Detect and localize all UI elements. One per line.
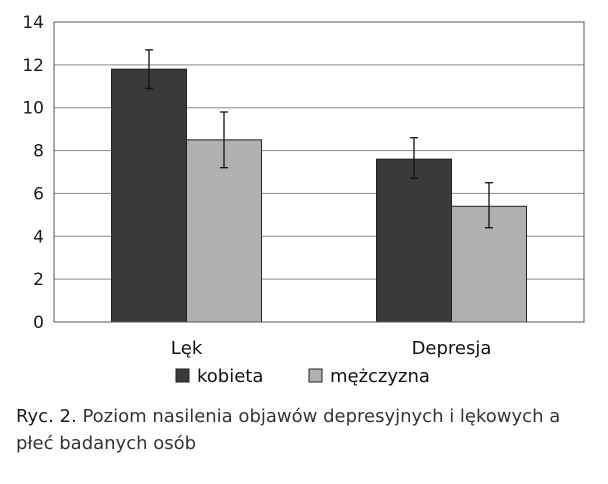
plot-frame <box>53 21 585 323</box>
bar-female <box>111 68 187 323</box>
category-label: Lęk <box>171 338 203 359</box>
y-tick-label: 0 <box>33 313 44 333</box>
legend-swatch <box>175 368 190 383</box>
legend: kobieta mężczyzna <box>175 366 430 387</box>
y-tick-label: 6 <box>33 184 44 204</box>
y-tick-label: 4 <box>33 227 44 247</box>
bars <box>111 68 527 323</box>
caption-text: Poziom nasilenia objawów depresyjnych i … <box>16 406 561 454</box>
caption-prefix: Ryc. 2. <box>16 406 77 427</box>
y-tick-label: 2 <box>33 270 44 290</box>
error-bars <box>145 49 493 229</box>
bar-chart: 0 2 4 6 8 10 12 14 Lęk Depresja kobieta mężczyzna <box>22 13 585 387</box>
figure-caption: Ryc. 2. Poziom nasilenia objawów depresy… <box>16 403 596 457</box>
bar-female <box>376 158 452 323</box>
legend-label: mężczyzna <box>330 366 430 387</box>
y-tick-label: 10 <box>22 99 44 119</box>
y-tick-label: 8 <box>33 142 44 162</box>
y-axis-ticks: 0 2 4 6 8 10 12 14 <box>22 13 44 333</box>
y-tick-label: 14 <box>22 13 44 33</box>
x-axis-categories: Lęk Depresja <box>171 338 492 359</box>
category-label: Depresja <box>412 338 492 359</box>
legend-label: kobieta <box>197 366 263 387</box>
y-tick-label: 12 <box>22 56 44 76</box>
legend-swatch <box>308 368 323 383</box>
